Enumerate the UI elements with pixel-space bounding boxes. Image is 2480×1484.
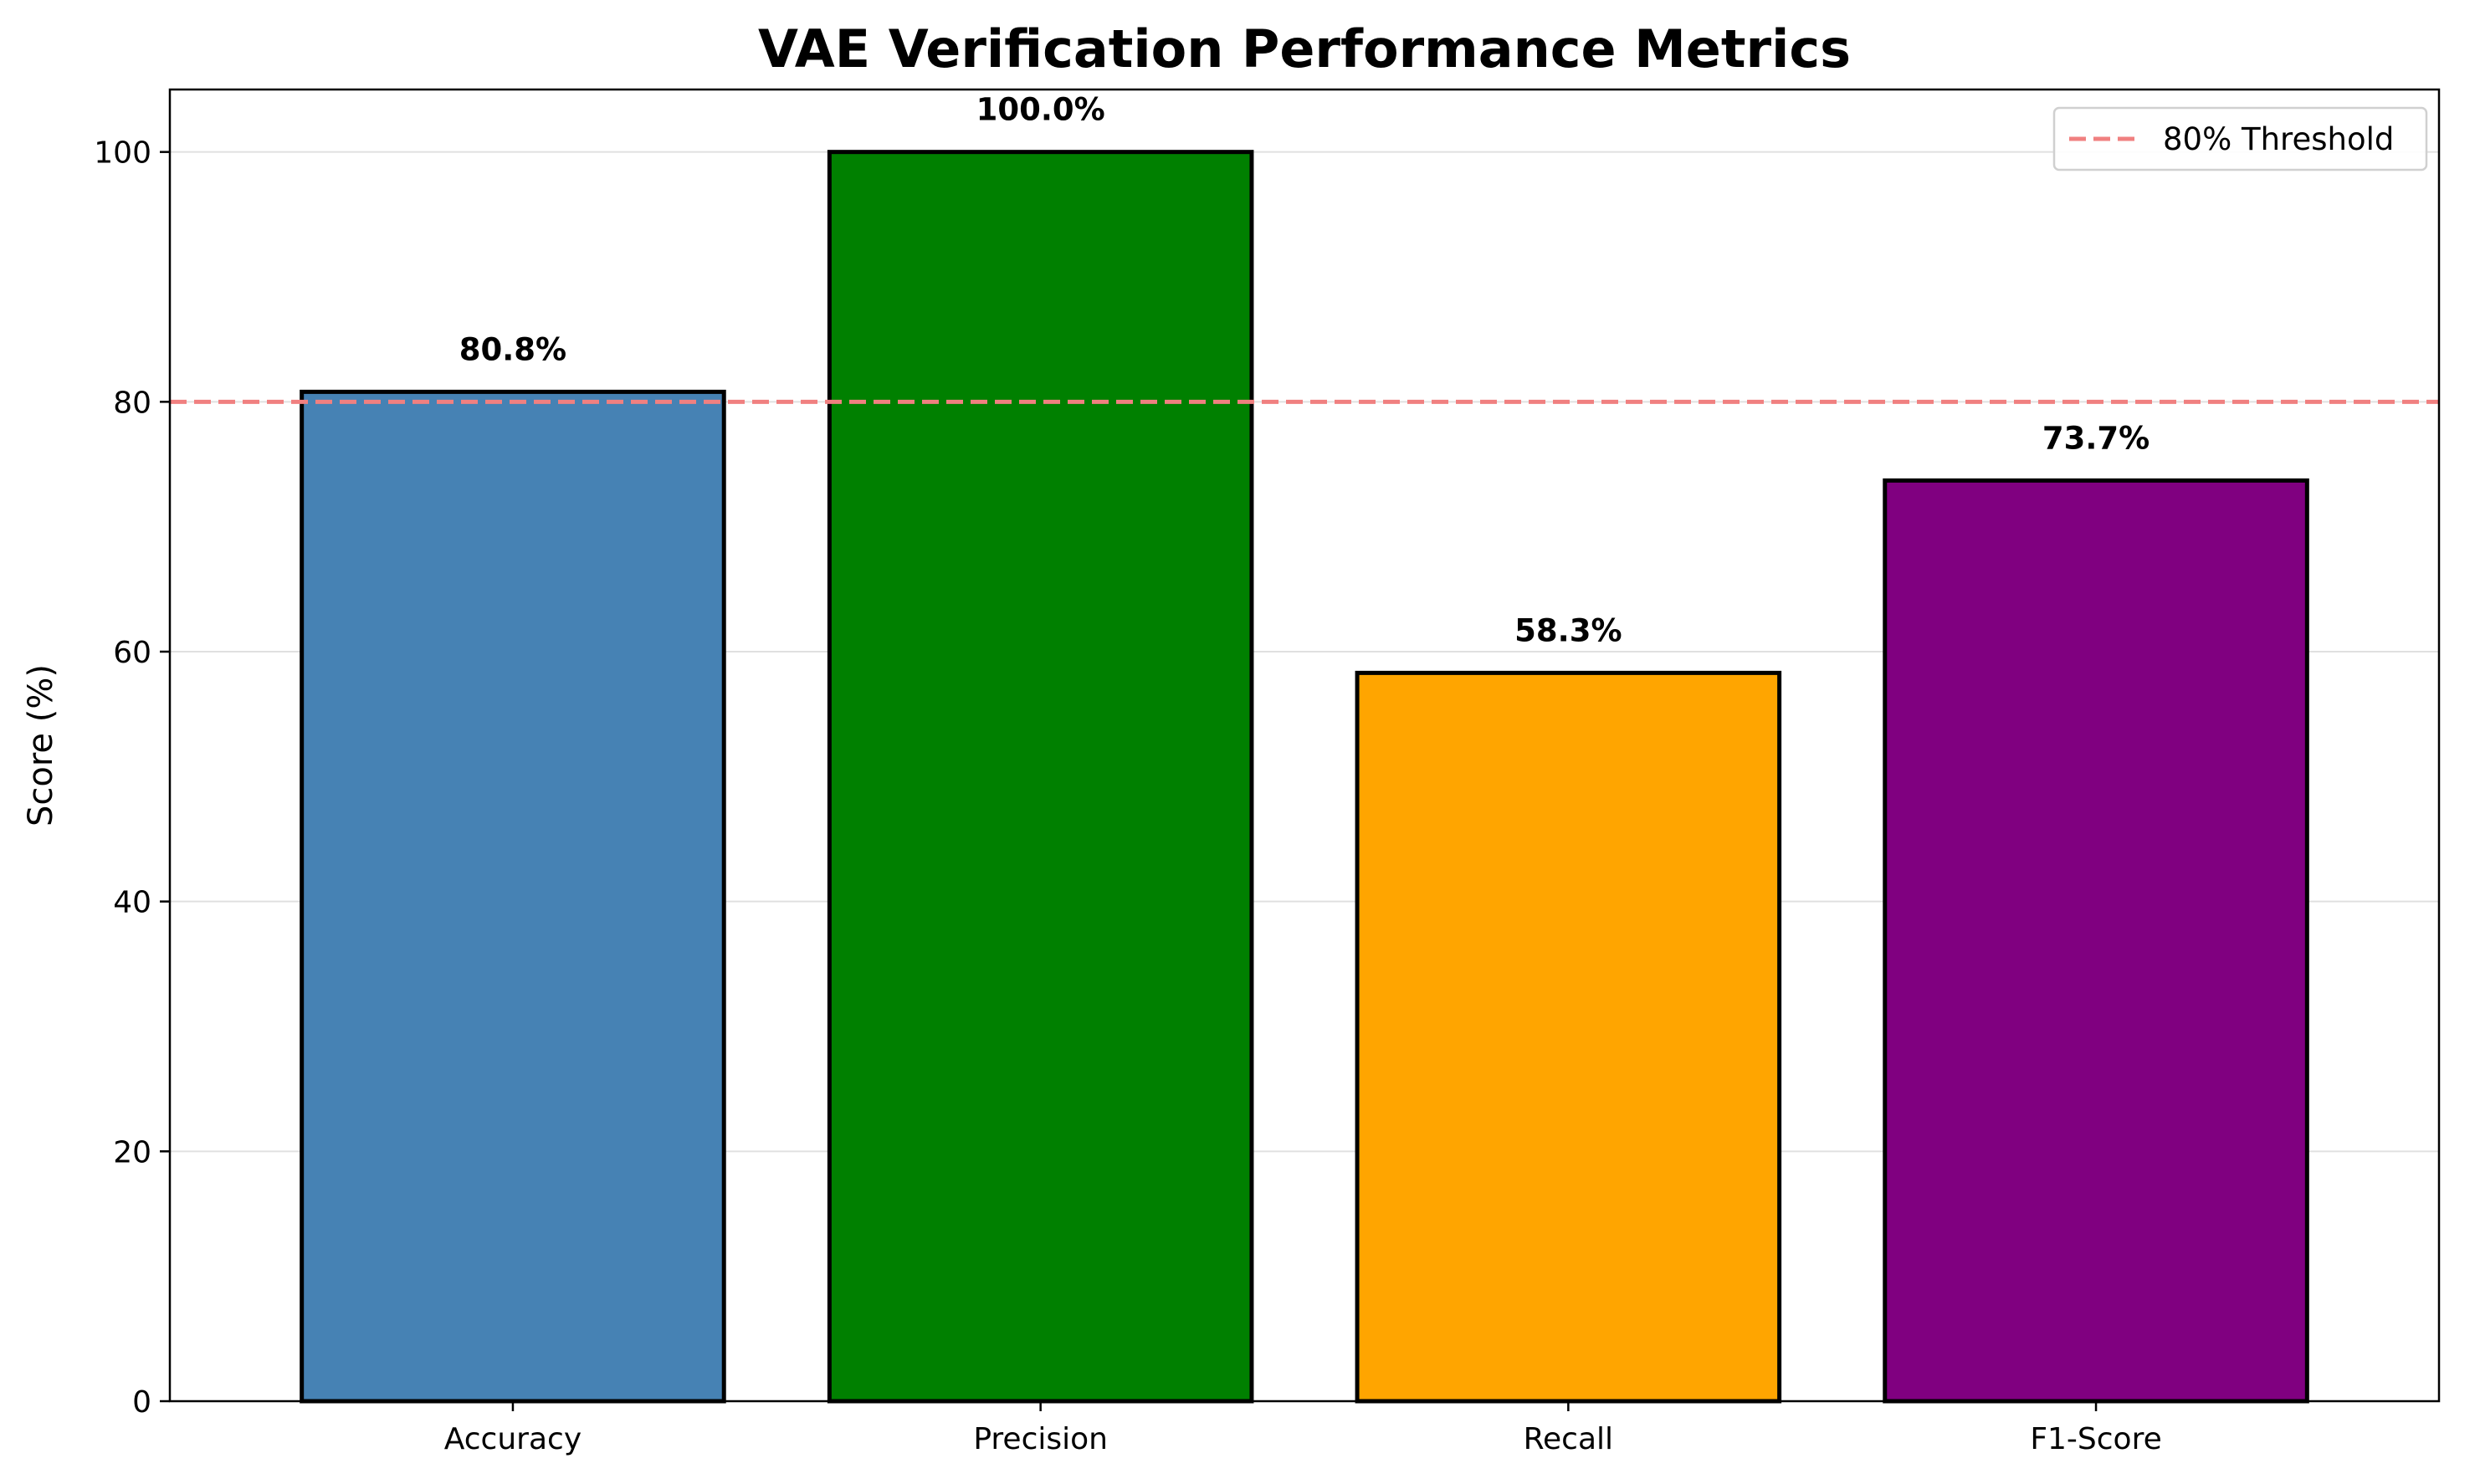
legend: 80% Threshold	[2052, 106, 2428, 171]
data-label-accuracy: 80.8%	[459, 331, 566, 367]
y-tick-label-100: 100	[94, 136, 151, 171]
x-tick-label-accuracy: Accuracy	[444, 1422, 582, 1456]
y-tick-label-0: 0	[132, 1385, 151, 1420]
x-tick-label-precision: Precision	[973, 1422, 1108, 1456]
y-tick-label-80: 80	[113, 386, 151, 420]
bar-f1-score	[1883, 478, 2309, 1404]
x-tick-label-f1-score: F1-Score	[2030, 1422, 2161, 1456]
y-axis-label: Score (%)	[22, 664, 60, 826]
data-label-precision: 100.0%	[976, 92, 1105, 128]
y-tick-label-60: 60	[113, 636, 151, 670]
labels: 80.8% 100.0% 58.3% 73.7% 0 20 40 60 80 100 Accurac…	[94, 92, 2161, 1456]
plot-frame	[168, 88, 2441, 1403]
bar-precision	[827, 150, 1254, 1404]
bars	[300, 150, 2309, 1404]
chart-title: VAE Verification Performance Metrics	[758, 18, 1851, 79]
bar-accuracy	[300, 389, 726, 1404]
x-tick-label-recall: Recall	[1524, 1422, 1613, 1456]
legend-entry-threshold: 80% Threshold	[2163, 121, 2394, 157]
data-label-recall: 58.3%	[1514, 612, 1622, 648]
y-tick-label-20: 20	[113, 1135, 151, 1169]
legend-box	[2052, 106, 2428, 171]
axes	[160, 88, 2441, 1411]
data-label-f1-score: 73.7%	[2042, 420, 2150, 456]
bar-recall	[1355, 670, 1782, 1404]
y-tick-label-40: 40	[113, 886, 151, 920]
